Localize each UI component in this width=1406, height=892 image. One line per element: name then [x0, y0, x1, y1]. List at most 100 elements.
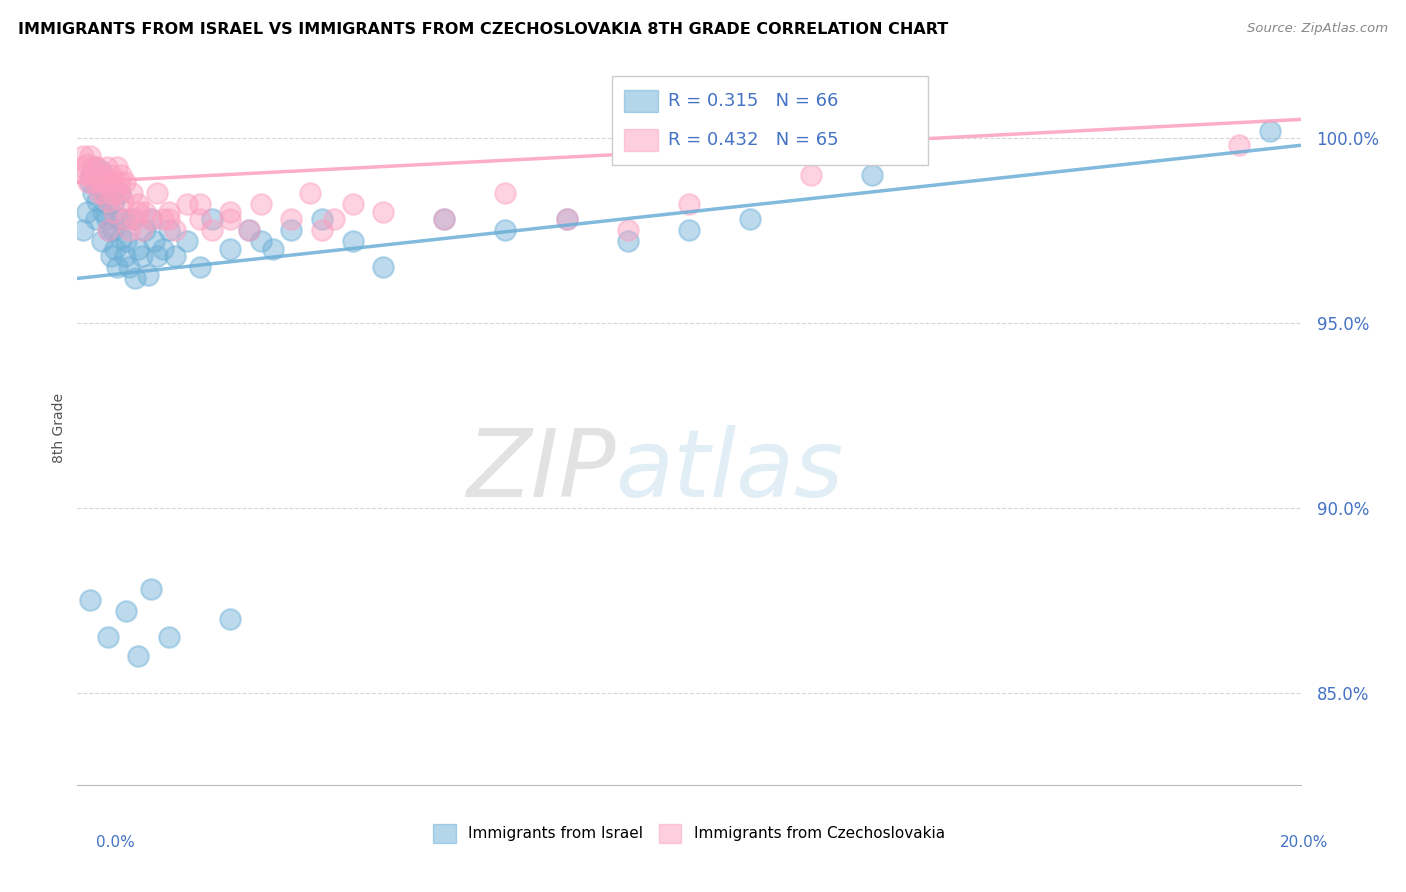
Point [298, 186, 321, 201]
Point [311, 223, 333, 237]
Point [555, 212, 578, 227]
Point [124, 271, 146, 285]
Point [100, 249, 122, 263]
Point [98, 175, 121, 189]
Point [79, 149, 101, 163]
Text: IMMIGRANTS FROM ISRAEL VS IMMIGRANTS FROM CZECHOSLOVAKIA 8TH GRADE CORRELATION C: IMMIGRANTS FROM ISRAEL VS IMMIGRANTS FRO… [18, 22, 949, 37]
Point [82, 161, 104, 175]
Point [86, 161, 108, 175]
Point [114, 175, 136, 189]
Point [495, 223, 517, 237]
Point [100, 168, 122, 182]
Point [433, 212, 456, 227]
Point [101, 186, 124, 201]
Point [165, 249, 187, 263]
Point [862, 168, 884, 182]
Point [311, 212, 333, 227]
Point [131, 223, 153, 237]
Point [262, 242, 284, 256]
Point [617, 223, 640, 237]
Point [94, 186, 117, 201]
Point [97, 630, 120, 644]
Point [77, 175, 100, 189]
Point [76, 157, 98, 171]
Point [105, 161, 128, 175]
Point [371, 205, 394, 219]
Point [127, 205, 149, 219]
Point [139, 212, 162, 227]
Text: R = 0.432   N = 65: R = 0.432 N = 65 [668, 131, 838, 149]
Point [219, 212, 242, 227]
Point [201, 223, 224, 237]
Text: 0.0%: 0.0% [96, 836, 135, 850]
Point [176, 235, 198, 249]
Point [342, 235, 364, 249]
Point [800, 168, 823, 182]
Point [79, 175, 101, 189]
Point [86, 194, 108, 208]
Point [72, 149, 94, 163]
Point [157, 212, 180, 227]
Point [740, 212, 762, 227]
Point [146, 249, 169, 263]
Point [152, 212, 174, 227]
Point [142, 235, 165, 249]
Point [90, 164, 112, 178]
Point [98, 223, 121, 237]
Text: ZIP: ZIP [465, 425, 616, 516]
Point [495, 186, 517, 201]
Point [72, 223, 94, 237]
Point [201, 212, 224, 227]
Point [118, 223, 141, 237]
Point [103, 205, 125, 219]
Point [219, 611, 242, 625]
Point [115, 212, 138, 227]
Point [124, 212, 146, 227]
Point [134, 205, 156, 219]
Point [87, 186, 110, 201]
Point [114, 249, 136, 263]
Point [219, 205, 242, 219]
Point [108, 186, 131, 201]
Point [121, 186, 143, 201]
Point [127, 197, 149, 211]
Point [131, 249, 153, 263]
Point [112, 212, 135, 227]
Point [82, 186, 104, 201]
Point [96, 161, 118, 175]
Point [97, 194, 120, 208]
Point [157, 630, 180, 644]
Point [188, 260, 211, 275]
Point [70, 161, 93, 175]
Point [165, 223, 187, 237]
Point [90, 235, 112, 249]
Point [110, 168, 132, 182]
Point [219, 242, 242, 256]
Point [238, 223, 260, 237]
Point [108, 175, 131, 189]
Point [342, 197, 364, 211]
Point [157, 223, 180, 237]
Point [83, 161, 105, 175]
Point [1229, 138, 1251, 153]
Point [108, 186, 131, 201]
Point [146, 186, 169, 201]
Point [176, 197, 198, 211]
Point [80, 168, 103, 182]
Point [96, 212, 118, 227]
Point [101, 223, 124, 237]
Point [84, 212, 107, 227]
Point [104, 175, 127, 189]
Point [121, 212, 143, 227]
Point [238, 223, 260, 237]
Point [105, 260, 128, 275]
Point [433, 212, 456, 227]
Point [104, 242, 127, 256]
Point [678, 197, 700, 211]
Point [323, 212, 346, 227]
Y-axis label: 8th Grade: 8th Grade [52, 393, 66, 463]
Text: Source: ZipAtlas.com: Source: ZipAtlas.com [1247, 22, 1388, 36]
Point [678, 223, 700, 237]
Text: atlas: atlas [616, 425, 844, 516]
Point [188, 197, 211, 211]
